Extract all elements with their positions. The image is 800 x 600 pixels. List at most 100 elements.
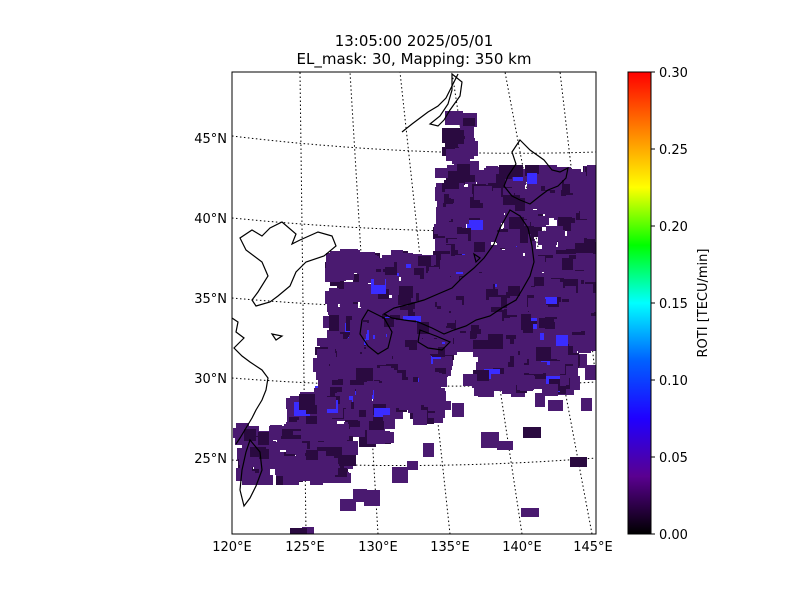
roti-cell [505, 384, 522, 394]
roti-cell [468, 230, 484, 243]
colorbar-tick-label: 0.05 [659, 451, 688, 466]
roti-cell [550, 193, 561, 203]
colorbar-tick-label: 0.30 [659, 66, 688, 81]
roti-cell [367, 430, 385, 444]
roti-cell [414, 383, 427, 394]
roti-cell [374, 391, 388, 400]
roti-cell [466, 260, 484, 271]
colorbar-tick-label: 0.15 [659, 297, 688, 312]
roti-cell [384, 318, 394, 327]
roti-cell [407, 355, 418, 369]
roti-cell [436, 207, 451, 221]
roti-cell [574, 298, 591, 310]
roti-cell [484, 329, 501, 337]
roti-cell [547, 279, 560, 292]
roti-cell [340, 499, 356, 511]
roti-cell [585, 365, 596, 380]
roti-cell [367, 323, 379, 333]
roti-cell [440, 401, 451, 410]
roti-cell [354, 395, 370, 409]
roti-cell [445, 223, 457, 238]
roti-cell [323, 461, 340, 470]
coast-shikoku [417, 329, 452, 351]
lon-tick-label: 125°E [285, 540, 325, 555]
coast-sado [473, 252, 481, 264]
roti-cell [562, 258, 573, 270]
roti-cell [534, 294, 545, 310]
roti-cell [286, 439, 302, 454]
roti-cell [464, 292, 474, 306]
roti-cell [486, 289, 498, 300]
roti-cell [367, 296, 381, 305]
coastlines [232, 72, 569, 508]
roti-cell [561, 268, 572, 281]
roti-cell [377, 258, 394, 267]
coast-kyushu [359, 309, 393, 355]
roti-cell [301, 432, 317, 441]
roti-cell [414, 391, 429, 402]
roti-cell [387, 375, 401, 390]
roti-cell [342, 441, 358, 455]
roti-cell [545, 307, 562, 317]
roti-cell [545, 179, 562, 190]
roti-cell [399, 268, 412, 277]
roti-cell [488, 334, 503, 349]
roti-cell [474, 186, 492, 200]
roti-cell [327, 415, 337, 426]
roti-cell [325, 467, 338, 475]
roti-cell [398, 295, 411, 305]
roti-cell [531, 277, 544, 287]
roti-cell [565, 169, 581, 179]
roti-cell [499, 339, 510, 349]
roti-cell [570, 243, 585, 254]
roti-cell [441, 344, 457, 355]
roti-cell [274, 442, 285, 450]
roti-cell [463, 268, 479, 277]
roti-cell [481, 432, 499, 448]
roti-cell [258, 432, 269, 445]
roti-cell [397, 370, 408, 380]
roti-cell [503, 188, 514, 198]
roti-cell [446, 130, 464, 144]
roti-cell [433, 374, 447, 387]
roti-cell [378, 289, 389, 305]
roti-cell [571, 223, 586, 238]
roti-cell [525, 165, 539, 176]
roti-cell [370, 369, 382, 380]
lat-tick-label: 40°N [194, 212, 227, 227]
roti-cell [350, 427, 365, 437]
roti-cell [399, 395, 410, 410]
roti-cell [482, 173, 496, 183]
roti-cell [462, 172, 475, 182]
roti-cell [521, 314, 531, 330]
roti-cell [501, 274, 514, 286]
roti-cell [330, 363, 345, 375]
roti-cell [503, 195, 520, 205]
roti-cell [462, 208, 480, 218]
roti-cell [418, 256, 431, 266]
roti-cell [574, 191, 590, 200]
roti-cell [302, 527, 314, 534]
roti-cell [415, 301, 430, 313]
roti-cell [244, 429, 256, 441]
roti-cell [489, 167, 500, 178]
roti-cell [499, 302, 510, 315]
roti-cell [467, 220, 483, 231]
roti-cell [440, 260, 452, 271]
roti-cell [457, 164, 470, 175]
roti-cell [364, 490, 380, 506]
roti-cell [504, 367, 521, 377]
roti-cell [559, 288, 569, 304]
lat-tick-label: 35°N [194, 292, 227, 307]
meridian-130 [349, 72, 379, 534]
roti-cell [338, 454, 350, 464]
roti-cell [554, 212, 565, 220]
roti-cell [441, 300, 456, 310]
roti-cell [584, 179, 596, 188]
lon-tick-label: 145°E [573, 540, 613, 555]
roti-cell [357, 265, 371, 274]
roti-cell [548, 400, 563, 411]
roti-cell [392, 467, 408, 483]
roti-cell [425, 280, 436, 290]
roti-cell [506, 333, 517, 344]
